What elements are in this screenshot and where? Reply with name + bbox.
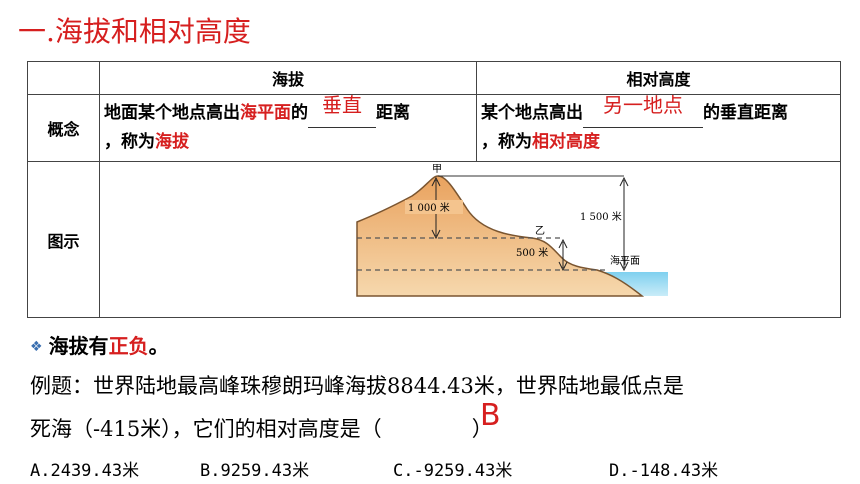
bullet-text: 海拔有 <box>48 334 109 358</box>
relative-def-text: 某个地点高出 <box>481 103 583 123</box>
altitude-def-sea: 海平面 <box>240 103 291 123</box>
option-c[interactable]: C.-9259.43米 <box>393 461 513 481</box>
bullet-red-text: 正负 <box>108 334 149 358</box>
altitude-diagram: 甲 乙 1 000 米 1 500 米 500 米 海平面 <box>356 164 668 297</box>
header-altitude: 海拔 <box>99 61 477 95</box>
concept-table: 海拔 相对高度 概念 地面某个地点高出海平面的 垂直 距离 ，称为海拔 某个地点高出… <box>27 61 841 318</box>
relative-def-distance: 的垂直距离 <box>703 103 788 123</box>
relative-height-definition: 某个地点高出 另一地点 的垂直距离 ，称为相对高度 <box>476 93 841 162</box>
table-corner <box>27 61 100 95</box>
peak-label: 甲 <box>432 164 442 175</box>
altitude-def-text: 地面某个地点高出 <box>104 103 240 123</box>
altitude-def-distance: 距离 <box>376 103 410 123</box>
altitude-def-line2: ，称为 <box>104 132 155 152</box>
question-line-1: 例题：世界陆地最高峰珠穆朗玛峰海拔8844.43米，世界陆地最低点是 <box>30 374 684 398</box>
second-point-label: 乙 <box>535 225 545 237</box>
diamond-bullet-icon: ❖ <box>30 339 43 355</box>
altitude-blank-answer: 垂直 <box>322 93 362 117</box>
relative-blank-answer: 另一地点 <box>603 93 683 117</box>
row-label-diagram: 图示 <box>27 161 100 318</box>
relative-def-line2: ，称为 <box>481 132 532 152</box>
sea-level-label: 海平面 <box>610 254 640 267</box>
altitude-blank: 垂直 <box>308 93 376 128</box>
option-a[interactable]: A.2439.43米 <box>30 461 140 481</box>
bullet-period: 。 <box>148 334 169 358</box>
option-d[interactable]: D.-148.43米 <box>609 461 719 481</box>
question-answer: B <box>480 398 501 433</box>
page-title: 一.海拔和相对高度 <box>18 15 251 48</box>
altitude-definition: 地面某个地点高出海平面的 垂直 距离 ，称为海拔 <box>99 93 477 162</box>
relative-def-term: 相对高度 <box>532 132 600 152</box>
altitude-def-term: 海拔 <box>155 132 189 152</box>
mountain-shape <box>356 175 645 297</box>
altitude-def-of: 的 <box>291 103 308 123</box>
concept-row: 概念 地面某个地点高出海平面的 垂直 距离 ，称为海拔 某个地点高出 另一地点 的垂直距… <box>27 93 841 162</box>
question-line-2: 死海（-415米），它们的相对高度是（ ） <box>30 413 493 443</box>
question-line-2-text: 死海（-415米），它们的相对高度是（ <box>30 417 382 441</box>
table-header-row: 海拔 相对高度 <box>27 61 841 95</box>
row-label-concept: 概念 <box>27 94 100 162</box>
height-500-label: 500 米 <box>516 246 548 259</box>
option-b[interactable]: B.9259.43米 <box>200 461 310 481</box>
diagram-row: 图示 <box>27 161 841 318</box>
h1000-bg <box>405 200 463 214</box>
bullet-point: ❖ 海拔有正负。 <box>30 330 169 359</box>
question-close-paren: ） <box>471 417 493 441</box>
height-1500-label: 1 500 米 <box>580 210 622 223</box>
header-relative-height: 相对高度 <box>476 61 841 95</box>
relative-blank: 另一地点 <box>583 93 703 128</box>
diagram-cell: 甲 乙 1 000 米 1 500 米 500 米 海平面 <box>99 161 841 318</box>
height-1000-label: 1 000 米 <box>408 201 450 214</box>
